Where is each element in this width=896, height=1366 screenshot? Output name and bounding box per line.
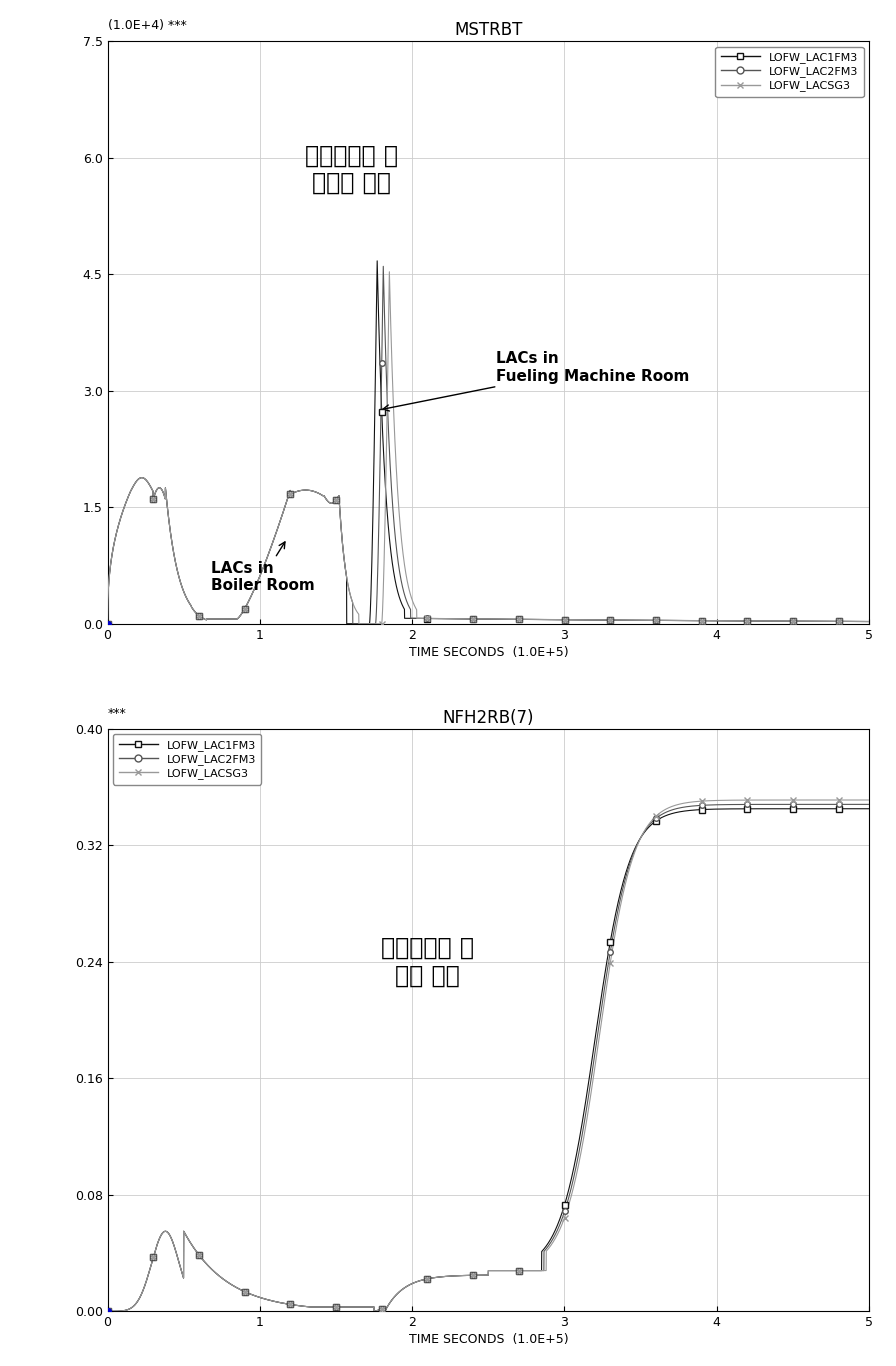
Text: LACs in
Fueling Machine Room: LACs in Fueling Machine Room (383, 351, 689, 411)
Title: MSTRBT: MSTRBT (454, 22, 522, 40)
X-axis label: TIME SECONDS  (1.0E+5): TIME SECONDS (1.0E+5) (409, 646, 568, 658)
Text: LACs in
Boiler Room: LACs in Boiler Room (211, 542, 314, 593)
X-axis label: TIME SECONDS  (1.0E+5): TIME SECONDS (1.0E+5) (409, 1333, 568, 1347)
Legend: LOFW_LAC1FM3, LOFW_LAC2FM3, LOFW_LACSG3: LOFW_LAC1FM3, LOFW_LAC2FM3, LOFW_LACSG3 (715, 46, 864, 97)
Legend: LOFW_LAC1FM3, LOFW_LAC2FM3, LOFW_LACSG3: LOFW_LAC1FM3, LOFW_LAC2FM3, LOFW_LACSG3 (113, 734, 262, 784)
Title: NFH2RB(7): NFH2RB(7) (443, 709, 534, 727)
Text: 원자로건물 내
수증기 질량: 원자로건물 내 수증기 질량 (305, 143, 398, 195)
Text: ***: *** (108, 706, 126, 720)
Text: (1.0E+4) ***: (1.0E+4) *** (108, 19, 186, 33)
Text: 원자로건물 내
수소 농도: 원자로건물 내 수소 농도 (381, 936, 474, 988)
